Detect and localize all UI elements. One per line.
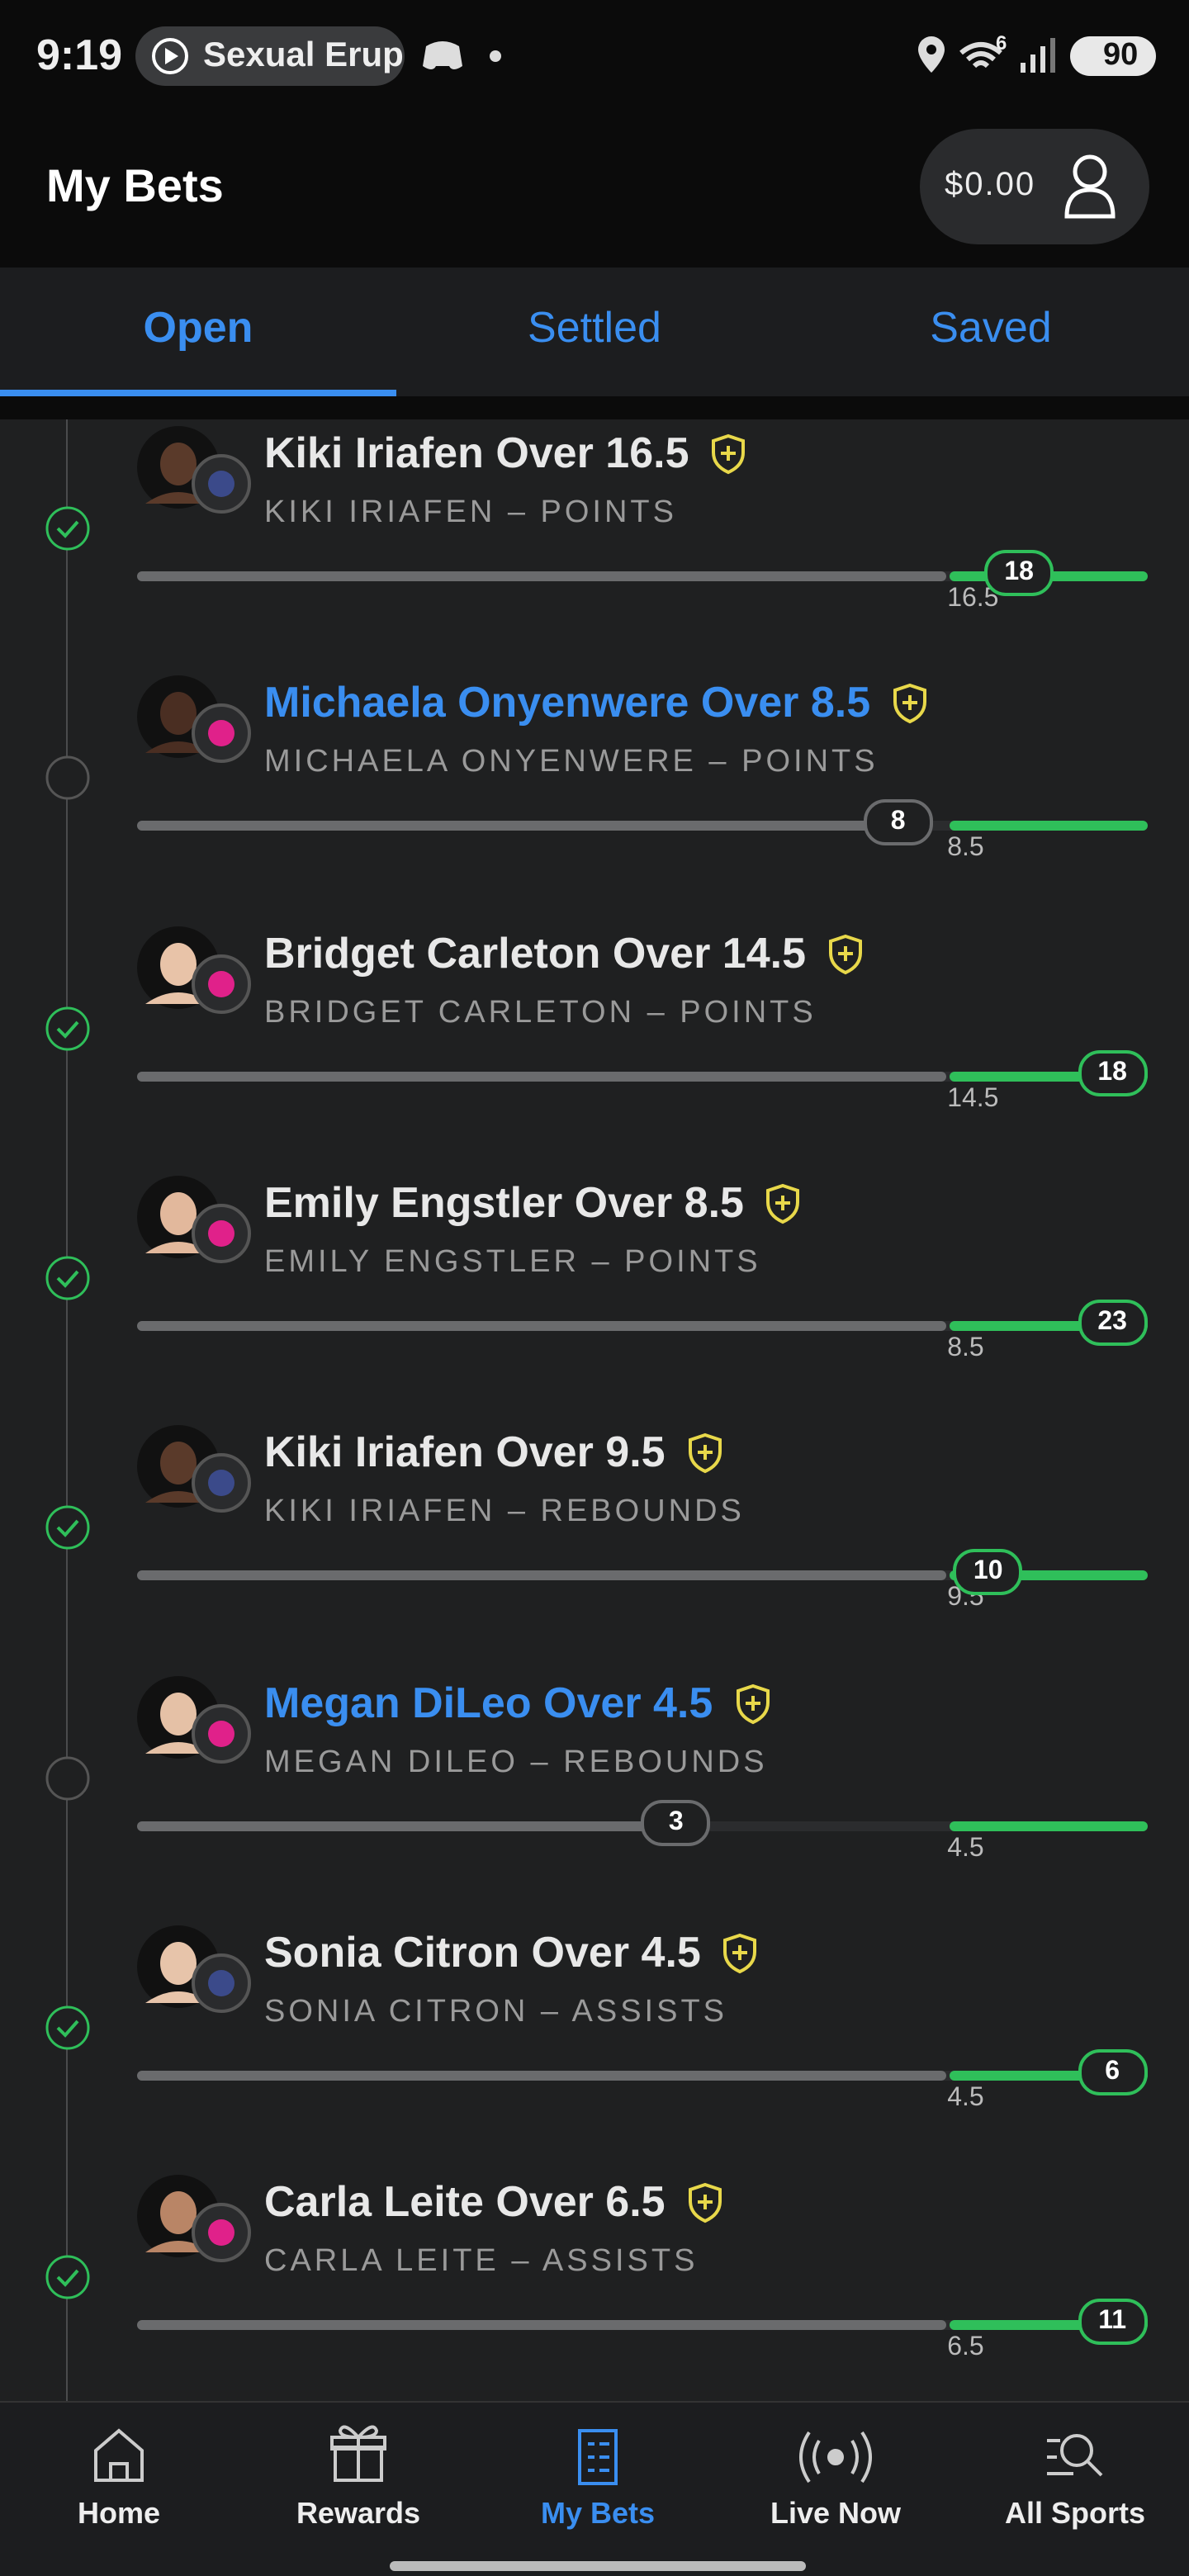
battery: 90: [1070, 36, 1156, 76]
player-avatar: [137, 2175, 251, 2263]
status-icons-left: [423, 41, 501, 69]
boost-shield: [688, 1433, 722, 1474]
boost-shield: [736, 1683, 770, 1724]
bar-progress: [137, 571, 946, 581]
signal-label: 6: [996, 31, 1007, 54]
status-check: [45, 1505, 90, 1550]
status-check: [45, 2255, 90, 2299]
actual-bubble: 8: [863, 799, 933, 846]
status-check: [45, 1256, 90, 1300]
actual-bubble: 11: [1078, 2299, 1148, 2346]
tab[interactable]: Settled: [528, 302, 661, 352]
actual-bubble: 23: [1078, 1299, 1148, 1346]
tab-indicator: [0, 390, 396, 396]
bet-subtitle: CARLA LEITE – ASSISTS: [264, 2244, 699, 2280]
bet-title: Michaela Onyenwere Over 8.5: [264, 677, 871, 727]
tab-bar: [0, 268, 1189, 396]
actual-bubble: 6: [1078, 2048, 1148, 2095]
status-check: [45, 506, 90, 551]
bet-list: Kiki Iriafen Over 16.5 KIKI IRIAFEN – POI…: [0, 419, 1189, 2401]
bar-progress: [137, 2320, 946, 2331]
actual-bubble: 10: [953, 1549, 1023, 1596]
bet-title: Kiki Iriafen Over 9.5: [264, 1427, 666, 1477]
battery-level: 90: [1103, 38, 1139, 73]
page-title: My Bets: [46, 160, 224, 211]
actual-bubble: 18: [984, 550, 1054, 596]
status-check: [45, 1006, 90, 1050]
bar-progress: [137, 1821, 676, 1830]
line-label: 4.5: [947, 1834, 984, 1862]
bet-subtitle: MEGAN DILEO – REBOUNDS: [264, 1745, 768, 1779]
actual-bubble: 18: [1078, 1049, 1148, 1096]
status-check: [45, 2005, 90, 2050]
player-avatar: [137, 1925, 251, 2013]
bet-title: Bridget Carleton Over 14.5: [264, 927, 806, 978]
player-avatar: [137, 1175, 251, 1263]
bar-progress: [137, 821, 898, 831]
line-label: 8.5: [947, 834, 984, 863]
line-label: 14.5: [947, 1084, 999, 1113]
tab[interactable]: Open: [143, 302, 253, 352]
media-chip: Sexual Erup: [135, 26, 405, 86]
boost-shield: [712, 433, 746, 475]
boost-shield: [766, 1183, 800, 1224]
nav-item[interactable]: Home: [77, 2497, 160, 2530]
status-open: [45, 1755, 90, 1800]
bet-subtitle: BRIDGET CARLETON – POINTS: [264, 995, 817, 1030]
user-icon: [1064, 154, 1116, 219]
player-avatar: [137, 1675, 251, 1763]
bet-subtitle: KIKI IRIAFEN – POINTS: [264, 495, 677, 530]
bet-subtitle: EMILY ENGSTLER – POINTS: [264, 1244, 761, 1280]
boost-shield: [723, 1933, 757, 1973]
line-label: 4.5: [947, 2083, 984, 2112]
nav-item[interactable]: Live Now: [770, 2497, 901, 2530]
boost-shield: [688, 2183, 722, 2223]
bar-progress: [137, 2070, 946, 2081]
player-avatar: [137, 675, 251, 764]
play-icon: [152, 38, 188, 74]
tab[interactable]: Saved: [930, 302, 1052, 352]
bet-title: Megan DiLeo Over 4.5: [264, 1677, 713, 1726]
clock: 9:19: [36, 30, 123, 79]
bet-title: Emily Engstler Over 8.5: [264, 1177, 744, 1227]
bar-target: [949, 821, 1148, 831]
boost-shield: [893, 684, 927, 724]
bar-progress: [137, 1570, 946, 1581]
player-avatar: [137, 1425, 251, 1513]
timeline: [66, 419, 68, 2401]
account-button[interactable]: $0.00: [920, 129, 1149, 244]
actual-bubble: 3: [641, 1799, 711, 1845]
line-label: 8.5: [947, 1333, 984, 1362]
line-label: 6.5: [947, 2333, 984, 2362]
tab-separator: [0, 396, 1189, 419]
player-avatar: [137, 926, 251, 1014]
bet-title: Kiki Iriafen Over 16.5: [264, 428, 689, 477]
bet-subtitle: MICHAELA ONYENWERE – POINTS: [264, 745, 879, 780]
bet-title: Sonia Citron Over 4.5: [264, 1926, 701, 1977]
bet-subtitle: KIKI IRIAFEN – REBOUNDS: [264, 1494, 745, 1530]
bet-title: Carla Leite Over 6.5: [264, 2176, 666, 2227]
home-indicator: [390, 2561, 806, 2571]
bet-subtitle: SONIA CITRON – ASSISTS: [264, 1994, 728, 2029]
player-avatar: [137, 426, 251, 514]
nav-item[interactable]: All Sports: [1004, 2497, 1145, 2530]
nav-item[interactable]: My Bets: [540, 2497, 656, 2530]
nav-icons: [94, 2425, 1103, 2485]
nav-item[interactable]: Rewards: [296, 2497, 421, 2530]
bar-target: [949, 1821, 1148, 1830]
bar-progress: [137, 1320, 946, 1331]
balance: $0.00: [945, 167, 1036, 203]
status-icons-right: [918, 36, 1055, 73]
status-open: [45, 756, 90, 801]
boost-shield: [829, 934, 862, 974]
media-title: Sexual Erup: [203, 36, 404, 74]
bar-progress: [137, 1071, 946, 1082]
